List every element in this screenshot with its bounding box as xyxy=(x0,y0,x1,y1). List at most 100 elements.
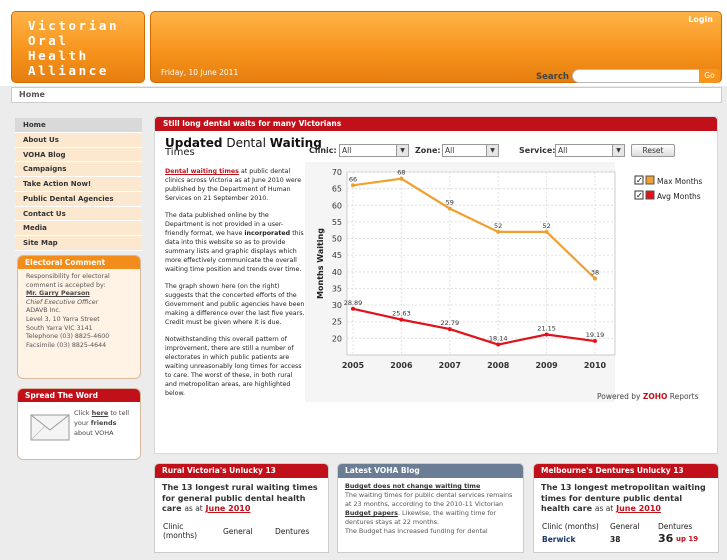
breadcrumb-home[interactable]: Home xyxy=(19,90,45,99)
electoral-fax: Facsimile (03) 8825-4644 xyxy=(26,341,107,349)
login-link[interactable]: Login xyxy=(688,15,713,24)
y-tick-label: 50 xyxy=(332,235,342,244)
y-tick-label: 35 xyxy=(332,284,342,293)
spread-text-4: about VOHA xyxy=(74,429,114,437)
legend-checkbox xyxy=(634,190,644,200)
spread-the-word-box: Spread The Word Click here to tell your … xyxy=(17,388,141,460)
y-tick-label: 45 xyxy=(332,251,342,260)
checkmark-icon: ✓ xyxy=(636,176,643,185)
sidebar-item-public-dental-agencies[interactable]: Public Dental Agencies xyxy=(15,191,142,207)
blog-post-link[interactable]: Budget does not change waiting time xyxy=(345,482,481,490)
chevron-down-icon: ▼ xyxy=(486,145,498,156)
chevron-down-icon: ▼ xyxy=(396,145,408,156)
data-point xyxy=(399,176,404,181)
spread-the-word-title: Spread The Word xyxy=(18,389,140,402)
blog-text-1: The waiting times for public dental serv… xyxy=(345,491,513,508)
zoho-logo[interactable]: ZOHO xyxy=(642,392,668,401)
waiting-times-chart: 20 25 30 35 40 45 50 55 60 65 70 2005 2006 2007 2008 20… xyxy=(305,162,702,402)
zone-value: All xyxy=(445,146,455,155)
x-tick-label: 2006 xyxy=(390,361,413,370)
legend-label: Max Months xyxy=(657,177,702,186)
search-go-button[interactable]: Go xyxy=(699,69,720,83)
search-label: Search xyxy=(536,72,569,82)
blog-text-3: The Budget has increased funding for den… xyxy=(345,527,488,535)
sidebar-item-media[interactable]: Media xyxy=(15,221,142,236)
article-p2a: The data published online by the Departm… xyxy=(165,212,284,237)
legend-swatch xyxy=(645,190,655,200)
clinic-label: Clinic: xyxy=(309,146,337,155)
zone-select[interactable]: All ▼ xyxy=(442,144,499,157)
data-point xyxy=(544,332,549,337)
data-point xyxy=(351,183,355,188)
budget-papers-link[interactable]: Budget papers xyxy=(345,509,398,517)
spread-friends: friends xyxy=(90,419,117,427)
top-banner: Login Friday, 10 June 2011 xyxy=(150,11,722,83)
rural-col-general: General xyxy=(223,526,253,536)
electoral-comment-box: Electoral Comment Responsibility for ele… xyxy=(17,255,141,379)
data-point xyxy=(593,276,597,281)
data-point xyxy=(447,206,452,211)
x-tick-label: 2010 xyxy=(584,361,607,370)
metro-unlucky-box: Melbourne's Dentures Unlucky 13 The 13 l… xyxy=(533,463,719,553)
article-p4: Notwithstanding this overall pattern of … xyxy=(165,336,302,397)
clinic-select[interactable]: All ▼ xyxy=(339,144,409,157)
rural-col-dentures: Dentures xyxy=(275,526,310,536)
powered-by: Powered by ZOHO Reports xyxy=(597,392,699,401)
sidebar-item-campaigns[interactable]: Campaigns xyxy=(15,162,142,177)
metro-date-link[interactable]: June 2010 xyxy=(616,504,661,513)
metro-box-title: Melbourne's Dentures Unlucky 13 xyxy=(534,464,718,478)
checkmark-icon: ✓ xyxy=(636,191,643,200)
metro-col-general: General xyxy=(610,521,640,531)
search-input[interactable] xyxy=(572,69,700,83)
article-p1: at public dental clinics across Victoria… xyxy=(165,168,302,202)
article-title-bold-2: Waiting xyxy=(269,136,322,150)
reset-button[interactable]: Reset xyxy=(631,144,675,157)
data-point xyxy=(496,229,501,234)
powered-prefix: Powered by xyxy=(597,392,641,401)
article-title-normal: Dental xyxy=(226,136,266,150)
x-tick-label: 2005 xyxy=(342,361,365,370)
envelope-icon[interactable] xyxy=(30,412,70,442)
x-tick-label: 2009 xyxy=(535,361,558,370)
sidebar-item-contact-us[interactable]: Contact Us xyxy=(15,206,142,222)
series-line-1 xyxy=(352,307,596,346)
rural-box-title: Rural Victoria's Unlucky 13 xyxy=(155,464,328,478)
legend-checkbox xyxy=(634,175,644,185)
sidebar-item-voha-blog[interactable]: VOHA Blog xyxy=(15,147,142,163)
metro-row-general: 38 xyxy=(610,534,621,544)
service-select[interactable]: All ▼ xyxy=(555,144,625,157)
data-label: 21.15 xyxy=(537,325,556,333)
sidebar-item-about-us[interactable]: About Us xyxy=(15,132,142,148)
sidebar-item-take-action[interactable]: Take Action Now! xyxy=(15,177,142,192)
metro-row-clinic[interactable]: Berwick xyxy=(542,534,576,544)
data-label: 52 xyxy=(542,222,550,230)
waiting-times-link[interactable]: Dental waiting times xyxy=(165,168,239,175)
x-tick-label: 2007 xyxy=(439,361,461,370)
article-p3: The graph shown here (on the right) sugg… xyxy=(165,283,305,326)
rural-date-link[interactable]: June 2010 xyxy=(205,504,251,513)
site-logo[interactable]: Victorian Oral Health Alliance xyxy=(11,11,145,83)
rural-asat: as at xyxy=(184,504,203,513)
data-point xyxy=(399,317,404,322)
zone-label: Zone: xyxy=(415,146,441,155)
spread-text-3: your xyxy=(74,419,89,427)
y-tick-label: 60 xyxy=(332,201,342,210)
chevron-down-icon: ▼ xyxy=(612,145,624,156)
y-tick-label: 40 xyxy=(332,268,342,277)
metro-row-dentures: 36 xyxy=(658,531,674,545)
series-line-0 xyxy=(352,177,596,280)
data-label: 59 xyxy=(446,199,454,207)
y-tick-label: 25 xyxy=(332,318,342,327)
data-label: 18.14 xyxy=(489,335,508,343)
y-tick-label: 55 xyxy=(332,218,342,227)
spread-here-link[interactable]: here xyxy=(91,409,109,417)
electoral-address-2: South Yarra VIC 3141 xyxy=(26,324,93,332)
electoral-name[interactable]: Mr. Garry Pearson xyxy=(26,290,90,298)
metro-asat: as at xyxy=(594,504,614,513)
rural-col-clinic: Clinic (months) xyxy=(163,521,198,540)
sidebar-item-site-map[interactable]: Site Map xyxy=(15,236,142,251)
sidebar-item-home[interactable]: Home xyxy=(15,118,142,133)
service-value: All xyxy=(558,146,568,155)
sidebar-nav: Home About Us VOHA Blog Campaigns Take A… xyxy=(15,118,142,251)
article-title-bold: Updated xyxy=(165,136,223,150)
